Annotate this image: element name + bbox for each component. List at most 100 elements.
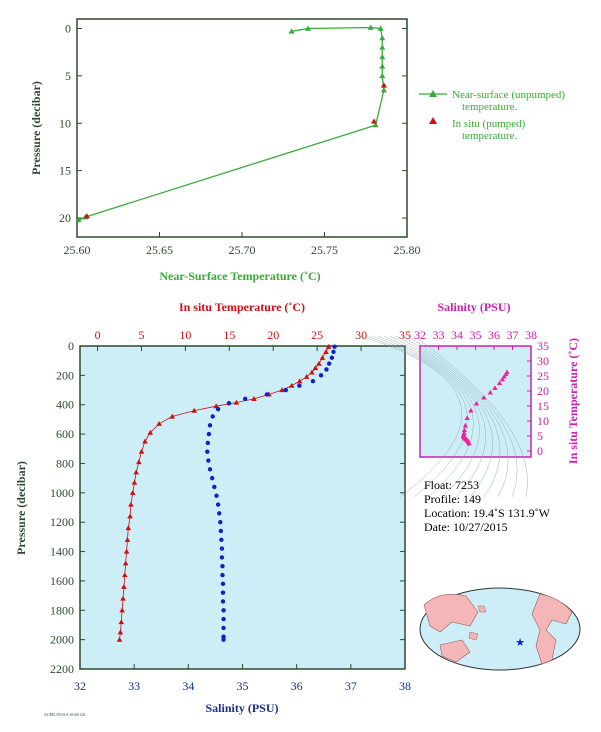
y-tick-label-3: 35: [537, 339, 549, 353]
top-tick-label-2: 25: [311, 328, 323, 342]
y-tick-label-2: 600: [56, 427, 74, 441]
unpumped-temperature-point: [75, 216, 82, 223]
legend-label-pumped-2: temperature.: [462, 130, 518, 142]
temperature-profile-point: [128, 501, 134, 507]
salinity-profile-point: [226, 401, 232, 406]
salinity-profile-point: [264, 392, 270, 397]
salinity-profile-point: [283, 387, 289, 393]
plot-area-3: [419, 345, 532, 458]
temperature-profile-point: [133, 469, 140, 475]
unpumped-temperature-point: [379, 72, 386, 79]
temperature-profile-point: [142, 438, 148, 444]
ts-point: [473, 401, 480, 406]
unpumped-temperature-point: [372, 122, 379, 128]
top-tick-label-2: 15: [223, 328, 235, 342]
legend-label-pumped-1: In situ (pumped): [452, 118, 526, 130]
temperature-profile-point: [136, 459, 142, 465]
bottom-tick-label-2: 36: [291, 679, 303, 693]
salinity-profile-point: [220, 581, 226, 587]
density-contour-line: [389, 335, 493, 498]
salinity-profile-point: [221, 625, 226, 631]
y-tick-label-3: 20: [537, 384, 549, 398]
map-land-americas: [531, 593, 573, 665]
salinity-profile-point: [209, 475, 215, 481]
x-tick-label-1: 25.75: [311, 243, 338, 257]
y-tick-label-3: 15: [537, 399, 549, 413]
pumped-temperature-point: [83, 213, 90, 219]
profile-number: Profile: 149: [424, 492, 481, 506]
map-land-japan: [477, 605, 487, 613]
y-tick-label-2: 1800: [50, 603, 74, 617]
temperature-profile-point: [309, 369, 315, 375]
salinity-profile-point: [219, 555, 225, 560]
y-tick-label-2: 200: [56, 368, 74, 382]
temperature-profile-point: [319, 354, 326, 360]
salinity-profile-point: [297, 383, 302, 388]
salinity-profile-point: [332, 344, 337, 349]
ts-point: [481, 395, 487, 400]
bottom-tick-label-2: 34: [182, 679, 194, 693]
temperature-profile-point: [120, 595, 126, 601]
density-contour-line: [383, 335, 487, 498]
ts-point: [466, 440, 472, 446]
temperature-profile-point: [288, 382, 295, 388]
temperature-profile-point: [121, 572, 128, 578]
salinity-profile-point: [318, 373, 324, 378]
bottom-tick-label-2: 33: [128, 679, 140, 693]
ts-point: [496, 380, 503, 386]
y-tick-label-1: 0: [65, 21, 71, 35]
ts-point: [492, 385, 498, 390]
temperature-profile-point: [122, 560, 129, 566]
salinity-profile-point: [221, 637, 226, 642]
temperature-profile-point: [323, 349, 329, 354]
bottom-tick-label-2: 32: [74, 679, 86, 693]
density-contour-line: [413, 335, 528, 498]
map-land-asia: [423, 594, 479, 633]
temperature-profile-point: [147, 429, 154, 435]
map-land-australia: [439, 639, 471, 663]
unpumped-temperature-point: [367, 24, 374, 30]
float-info: Float: 7253 Profile: 149 Location: 19.4˚…: [424, 478, 551, 534]
salinity-profile-point: [207, 423, 213, 428]
salinity-profile-point: [331, 349, 336, 355]
y-axis-label-3: In situ Temperature (˚C): [566, 338, 580, 464]
float-location-marker-icon: ★: [515, 637, 525, 649]
salinity-profile-point: [210, 414, 215, 419]
temperature-profile-point: [121, 583, 127, 589]
unpumped-temperature-point: [305, 25, 311, 31]
temperature-profile-point: [312, 365, 319, 371]
salinity-profile-point: [218, 528, 224, 534]
temperature-profile-point: [116, 636, 123, 642]
temperature-profile-point: [119, 607, 125, 613]
plot-area-2: [79, 345, 406, 670]
temperature-profile-point: [117, 629, 124, 635]
temperature-profile-point: [233, 399, 240, 405]
salinity-profile-point: [221, 616, 226, 622]
salinity-profile-point: [207, 467, 213, 472]
top-tick-label-2: 5: [138, 328, 144, 342]
salinity-profile-point: [324, 367, 329, 372]
y-tick-label-2: 1400: [50, 545, 74, 559]
unpumped-temperature-point: [379, 44, 386, 50]
float-location: Location: 19.4˚S 131.9˚W: [424, 506, 551, 520]
temperature-profile-point: [191, 407, 197, 413]
x-axis-label-3: Salinity (PSU): [437, 300, 510, 314]
salinity-profile-point: [310, 379, 316, 384]
y-tick-label-2: 800: [56, 456, 74, 470]
y-tick-label-2: 2200: [50, 662, 74, 676]
legend-label-unpumped-1: Near-surface (unpumped): [452, 89, 565, 101]
unpumped-temperature-point: [380, 87, 387, 93]
x-tick-label-3: 32: [414, 328, 426, 342]
temperature-profile-point: [127, 513, 133, 519]
bottom-tick-label-2: 37: [345, 679, 357, 693]
temperature-profile-point: [169, 413, 176, 419]
y-tick-label-3: 10: [537, 414, 549, 428]
y-tick-label-3: 30: [537, 354, 549, 368]
ts-point: [462, 422, 468, 428]
temperature-profile-point: [303, 374, 310, 379]
y-tick-label-3: 5: [537, 429, 543, 443]
unpumped-temperature-point: [379, 34, 386, 41]
temperature-profile-point: [131, 479, 138, 485]
top-tick-label-2: 10: [179, 328, 191, 342]
